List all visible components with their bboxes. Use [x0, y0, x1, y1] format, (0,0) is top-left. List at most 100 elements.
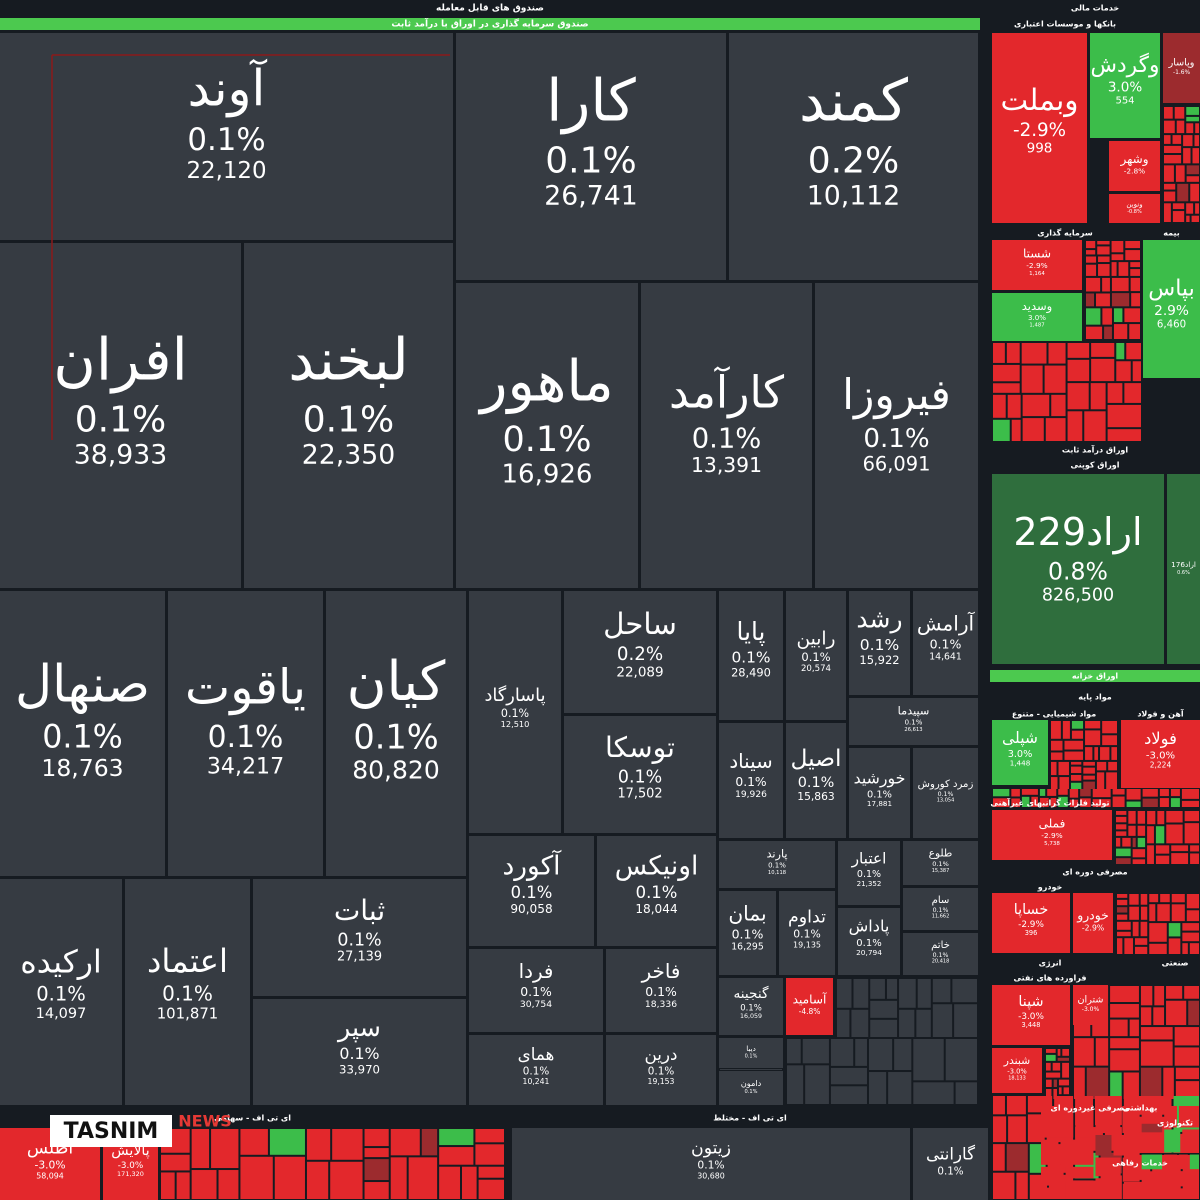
filler-cell — [899, 1009, 915, 1037]
tile-volume: 396 — [1025, 929, 1038, 937]
filler-cell — [1184, 823, 1199, 844]
filler-cell — [1132, 859, 1146, 864]
filler-cell — [1110, 1050, 1139, 1071]
filler-cell — [1059, 777, 1069, 789]
tile-change: 0.1% — [740, 1003, 762, 1013]
filler-cell — [478, 1166, 504, 1178]
tile-change: 0.1% — [863, 424, 929, 454]
tile-change: 0.1% — [337, 930, 381, 950]
filler-cell — [475, 1144, 504, 1165]
filler-cell — [805, 1065, 829, 1104]
filler-cell — [1107, 429, 1141, 441]
filler-cell — [1071, 721, 1084, 729]
tile-volume: 22,350 — [302, 440, 395, 471]
tile-volume: 16,926 — [502, 459, 593, 489]
filler-cell — [870, 979, 885, 999]
filler-cell — [1149, 904, 1156, 922]
tile-name: کمند — [799, 66, 908, 134]
tile-name: پالایش — [111, 1143, 149, 1159]
filler-cell — [1091, 343, 1115, 357]
tile-change: -2.9% — [1082, 924, 1104, 933]
section-title: صندوق های قابل معامله — [436, 4, 544, 14]
tile-name: وسدید — [1022, 299, 1052, 314]
filler-cell — [1051, 761, 1057, 776]
filler-cell — [993, 1096, 1005, 1115]
filler-cell — [1050, 797, 1057, 807]
filler-cell — [1122, 1183, 1140, 1199]
filler-cell — [1149, 923, 1167, 942]
filler-cell — [1102, 735, 1117, 746]
filler-cell — [1174, 1027, 1199, 1046]
tile-change: 0.1% — [187, 122, 265, 158]
tile — [1121, 720, 1200, 788]
tile — [786, 978, 833, 1035]
filler-cell — [1182, 932, 1199, 942]
tile — [1163, 33, 1200, 103]
tile-change: 0.1% — [648, 1066, 675, 1078]
watermark-suffix: NEWS — [178, 1112, 232, 1131]
filler-cell — [993, 1144, 1005, 1171]
filler-cell — [1051, 752, 1063, 760]
section-label: انرژی — [1039, 959, 1062, 968]
tile-change: 3.0% — [1028, 313, 1046, 322]
tile-change: 0.2% — [617, 644, 663, 665]
tile — [0, 243, 241, 588]
filler-cell — [1122, 1106, 1140, 1133]
filler-cell — [1175, 1081, 1199, 1099]
tile-volume: 28,490 — [731, 665, 771, 679]
filler-cell — [1069, 799, 1079, 807]
filler-cell — [1074, 1038, 1094, 1066]
tile — [1167, 474, 1200, 664]
filler-cell — [1041, 1187, 1064, 1199]
filler-cell — [1069, 789, 1079, 798]
tile-change: 0.1% — [905, 719, 923, 727]
filler-cell — [1192, 148, 1199, 164]
tile — [913, 591, 978, 695]
filler-cell — [1011, 419, 1021, 441]
tile — [606, 1035, 716, 1105]
tile-volume: 38,933 — [74, 440, 167, 471]
filler-cell — [1051, 740, 1063, 751]
tile — [992, 893, 1070, 953]
filler-cell — [1172, 135, 1182, 144]
tile — [992, 985, 1070, 1045]
filler-cell — [1031, 796, 1038, 807]
filler-cell — [1132, 361, 1141, 382]
tile-name: کارا — [546, 66, 636, 134]
tile — [719, 723, 783, 838]
tile — [786, 591, 846, 720]
tile-name: وشهر — [1119, 152, 1148, 167]
filler-cell — [1065, 1166, 1094, 1179]
filler-cell — [1039, 789, 1046, 796]
filler-cell — [439, 1147, 474, 1165]
filler-cell — [1182, 943, 1188, 954]
filler-cell — [1111, 262, 1117, 276]
tile-change: 0.1% — [930, 637, 962, 652]
tile-name: ثبات — [334, 894, 385, 927]
filler-cell — [1064, 751, 1084, 760]
filler-cell — [390, 1129, 420, 1156]
tile — [564, 716, 716, 833]
tile-change: -2.9% — [1018, 920, 1044, 930]
section-label: سرمایه گذاری — [1037, 228, 1093, 238]
tile — [244, 243, 453, 588]
filler-cell — [1124, 938, 1133, 954]
filler-cell — [1051, 394, 1066, 417]
tile — [597, 836, 716, 946]
filler-cell — [1186, 165, 1199, 175]
tile-change: 0.1% — [75, 399, 166, 440]
tile-volume: 6,460 — [1157, 319, 1186, 330]
filler-cell — [1117, 907, 1128, 913]
filler-cell — [1140, 1027, 1173, 1040]
tile-change: 0.1% — [857, 869, 881, 880]
filler-cell — [1178, 1106, 1199, 1128]
filler-cell — [1171, 845, 1189, 852]
section-label: صنعتی — [1162, 959, 1189, 968]
section-label: مواد پایه — [1078, 693, 1112, 702]
tile — [992, 240, 1082, 290]
filler-cell — [1137, 825, 1146, 836]
filler-cell — [1117, 899, 1128, 906]
tile-name: خودرو — [1076, 908, 1109, 924]
filler-cell — [1164, 1129, 1181, 1153]
filler-cell — [1125, 250, 1140, 261]
